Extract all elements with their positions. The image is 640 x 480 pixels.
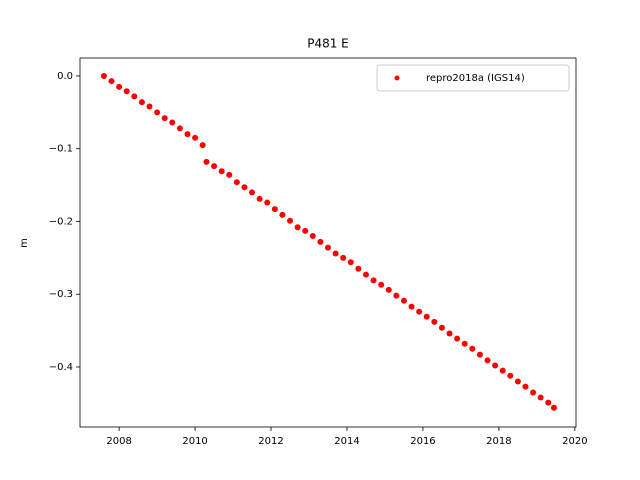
- point: [199, 142, 206, 149]
- point: [431, 318, 438, 325]
- point: [131, 93, 138, 100]
- point: [146, 103, 153, 110]
- point: [294, 224, 301, 231]
- point: [241, 184, 248, 191]
- point: [233, 179, 240, 186]
- point: [256, 195, 263, 202]
- point: [116, 83, 123, 90]
- point: [522, 383, 529, 390]
- point: [499, 367, 506, 374]
- y-tick-label: −0.3: [49, 289, 73, 300]
- point: [370, 277, 377, 284]
- point: [408, 303, 415, 310]
- chart-title: P481 E: [307, 37, 349, 51]
- x-tick-label: 2016: [410, 436, 435, 447]
- point: [184, 131, 191, 138]
- x-tick-label: 2014: [334, 436, 359, 447]
- point: [100, 72, 107, 79]
- point: [325, 244, 331, 251]
- point: [469, 345, 476, 352]
- point: [332, 250, 339, 257]
- point: [492, 362, 499, 369]
- point: [271, 206, 278, 213]
- legend-marker: [394, 75, 400, 81]
- point: [400, 297, 407, 304]
- point: [279, 211, 286, 218]
- point: [507, 372, 514, 379]
- point: [355, 265, 362, 272]
- point: [385, 286, 392, 293]
- y-tick-label: 0.0: [57, 71, 73, 82]
- point: [514, 378, 521, 385]
- point: [249, 189, 256, 196]
- x-tick-label: 2010: [182, 436, 207, 447]
- point: [476, 351, 483, 358]
- point: [416, 308, 423, 315]
- point: [154, 109, 161, 116]
- point: [226, 171, 233, 178]
- legend-label: repro2018a (IGS14): [426, 73, 525, 84]
- y-axis-label: m: [19, 238, 30, 248]
- point: [393, 292, 400, 299]
- point: [362, 271, 369, 278]
- point: [484, 357, 491, 364]
- point: [340, 254, 347, 261]
- plot-frame: [79, 57, 577, 428]
- x-tick-label: 2012: [258, 436, 283, 447]
- point: [454, 335, 461, 342]
- point: [378, 281, 385, 288]
- point: [287, 217, 294, 224]
- point: [192, 134, 199, 141]
- point: [264, 199, 271, 206]
- legend-box: [376, 64, 570, 92]
- point: [176, 125, 183, 132]
- x-tick-label: 2020: [562, 436, 587, 447]
- point: [309, 233, 316, 240]
- y-tick-label: −0.2: [49, 216, 73, 227]
- y-tick-label: −0.1: [49, 144, 73, 155]
- point: [211, 163, 218, 170]
- y-tick-label: −0.4: [49, 362, 73, 373]
- x-tick-label: 2018: [486, 436, 511, 447]
- x-tick-label: 2008: [106, 436, 131, 447]
- point: [218, 168, 225, 175]
- point: [203, 158, 210, 165]
- point: [545, 399, 552, 406]
- point: [438, 324, 445, 331]
- point: [108, 78, 115, 85]
- point: [317, 238, 324, 245]
- point: [461, 340, 468, 347]
- point: [446, 330, 453, 337]
- point: [302, 227, 309, 234]
- point: [537, 394, 544, 401]
- point: [423, 313, 430, 320]
- point: [530, 389, 537, 396]
- point: [123, 88, 130, 95]
- point: [347, 259, 354, 266]
- point: [169, 119, 176, 126]
- point: [550, 404, 557, 411]
- point: [138, 99, 145, 106]
- point: [161, 115, 168, 122]
